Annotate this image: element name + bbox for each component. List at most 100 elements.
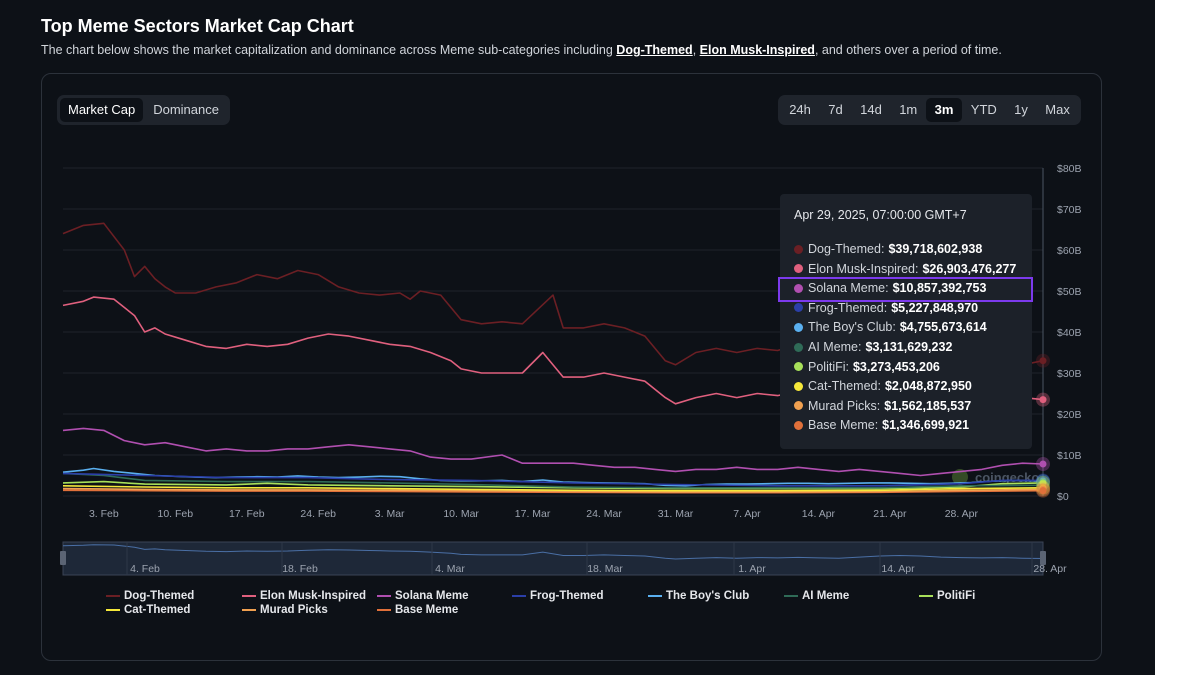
x-tick-label: 10. Mar <box>443 508 479 520</box>
series-dot-icon <box>794 264 803 274</box>
x-tick-label: 28. Apr <box>945 508 979 520</box>
x-tick-label: 17. Mar <box>515 508 551 520</box>
range-button-7d[interactable]: 7d <box>828 102 843 117</box>
series-marker <box>1039 396 1047 404</box>
tooltip-row: Cat-Themed: $2,048,872,950 <box>794 379 972 393</box>
x-tick-label: 17. Feb <box>229 508 265 520</box>
range-button-24h[interactable]: 24h <box>789 102 811 117</box>
description-prefix: The chart below shows the market capital… <box>41 43 617 57</box>
tooltip-label: Cat-Themed: <box>808 379 881 394</box>
elon-musk-inspired-link[interactable]: Elon Musk-Inspired <box>699 43 815 57</box>
tooltip-label: Solana Meme: <box>808 281 889 296</box>
description-separator: , <box>692 43 700 57</box>
description-suffix: , and others over a period of time. <box>814 43 1002 57</box>
navigator-tick-label: 18. Feb <box>282 563 318 575</box>
time-range-selector: 24h 7d 14d 1m 3m YTD 1y Max <box>778 95 1082 125</box>
legend-item-solana-meme[interactable]: Solana Meme <box>377 590 469 602</box>
x-tick-label: 31. Mar <box>658 508 694 520</box>
tooltip-value: $4,755,673,614 <box>899 320 987 335</box>
chart-mode-toggle: Market Cap Dominance <box>57 95 230 125</box>
navigator-tick-label: 14. Apr <box>881 563 915 575</box>
x-tick-label: 3. Feb <box>89 508 119 520</box>
navigator-tick-label: 4. Feb <box>130 563 160 575</box>
legend-label: Solana Meme <box>395 590 469 602</box>
market-cap-tab[interactable]: Market Cap <box>60 98 144 122</box>
chart-tooltip: Apr 29, 2025, 07:00:00 GMT+7 Dog-Themed:… <box>778 194 1033 449</box>
tooltip-row: PolitiFi: $3,273,453,206 <box>794 360 940 374</box>
legend-item-base-meme[interactable]: Base Meme <box>377 604 458 616</box>
tooltip-value: $1,346,699,921 <box>882 418 970 433</box>
tooltip-label: Frog-Themed: <box>808 300 888 315</box>
series-line-frog-themed <box>62 472 1043 487</box>
navigator-right-handle <box>1040 551 1046 565</box>
series-dot-icon <box>794 342 803 352</box>
range-button-1m[interactable]: 1m <box>899 102 918 117</box>
series-marker <box>1039 357 1047 365</box>
legend-swatch <box>242 595 256 597</box>
tooltip-value: $3,273,453,206 <box>852 359 940 374</box>
navigator-left-handle <box>60 551 66 565</box>
y-tick-label: $70B <box>1057 204 1082 216</box>
legend-swatch <box>106 595 120 597</box>
dog-themed-link[interactable]: Dog-Themed <box>616 43 693 57</box>
y-tick-label: $10B <box>1057 450 1082 462</box>
x-tick-label: 24. Feb <box>300 508 336 520</box>
tooltip-row: Base Meme: $1,346,699,921 <box>794 418 969 432</box>
tooltip-date: Apr 29, 2025, 07:00:00 GMT+7 <box>794 208 967 222</box>
x-tick-label: 24. Mar <box>586 508 622 520</box>
series-dot-icon <box>794 420 803 430</box>
legend-item-frog-themed[interactable]: Frog-Themed <box>512 590 603 602</box>
tooltip-label: Base Meme: <box>808 418 879 433</box>
tooltip-row: Solana Meme: $10,857,392,753 <box>794 281 986 295</box>
series-line-cat-themed <box>62 485 1044 492</box>
tooltip-label: The Boy's Club: <box>808 320 896 335</box>
range-button-1y[interactable]: 1y <box>1014 102 1028 117</box>
legend-item-elon-musk-inspired[interactable]: Elon Musk-Inspired <box>242 590 366 602</box>
legend-swatch <box>377 609 391 611</box>
tooltip-label: Elon Musk-Inspired: <box>808 261 919 276</box>
series-dot-icon <box>794 322 803 332</box>
range-button-14d[interactable]: 14d <box>860 102 882 117</box>
legend-item-cat-themed[interactable]: Cat-Themed <box>106 604 190 616</box>
range-button-max[interactable]: Max <box>1045 102 1070 117</box>
y-tick-label: $40B <box>1057 327 1082 339</box>
legend-swatch <box>919 595 933 597</box>
series-dot-icon <box>794 303 803 313</box>
navigator-tick-label: 1. Apr <box>738 563 766 575</box>
tooltip-label: Murad Picks: <box>808 398 881 413</box>
legend-swatch <box>106 609 120 611</box>
x-tick-label: 7. Apr <box>733 508 761 520</box>
legend-label: Murad Picks <box>260 604 328 616</box>
navigator-tick-label: 4. Mar <box>435 563 465 575</box>
legend-item-ai-meme[interactable]: AI Meme <box>784 590 849 602</box>
dominance-tab[interactable]: Dominance <box>153 102 219 117</box>
x-tick-label: 3. Mar <box>375 508 405 520</box>
legend-item-dog-themed[interactable]: Dog-Themed <box>106 590 194 602</box>
navigator-tick-label: 28. Apr <box>1033 563 1067 575</box>
legend-swatch <box>512 595 526 597</box>
series-line-solana-meme <box>62 427 1044 477</box>
legend-label: Dog-Themed <box>124 590 195 602</box>
series-line-base-meme <box>62 489 1044 494</box>
y-tick-label: $50B <box>1057 286 1082 298</box>
range-button-ytd[interactable]: YTD <box>970 102 997 117</box>
tooltip-value: $39,718,602,938 <box>888 242 983 256</box>
tooltip-label: Dog-Themed: <box>808 242 885 256</box>
x-tick-label: 21. Apr <box>873 508 907 520</box>
market-cap-chart[interactable]: $0 $10B $20B $30B $40B $50B $60B $70B $80B 3. Feb… <box>0 0 1155 675</box>
tooltip-value: $1,562,185,537 <box>884 398 972 413</box>
tooltip-row: Murad Picks: $1,562,185,537 <box>794 399 971 413</box>
y-tick-label: $60B <box>1057 245 1082 257</box>
series-line-murad-picks <box>62 487 1044 493</box>
legend-item-the-boy-s-club[interactable]: The Boy's Club <box>648 590 749 602</box>
tooltip-row: The Boy's Club: $4,755,673,614 <box>794 320 987 334</box>
tooltip-value: $5,227,848,970 <box>891 300 979 315</box>
tooltip-row: Dog-Themed: $39,718,602,938 <box>794 242 982 256</box>
legend-item-politifi[interactable]: PolitiFi <box>919 590 975 602</box>
legend-swatch <box>784 595 798 597</box>
legend-item-murad-picks[interactable]: Murad Picks <box>242 604 328 616</box>
series-dot-icon <box>794 401 803 411</box>
legend-label: The Boy's Club <box>666 590 750 602</box>
series-line-ai-meme <box>62 472 1044 489</box>
range-button-3m[interactable]: 3m <box>926 98 962 122</box>
